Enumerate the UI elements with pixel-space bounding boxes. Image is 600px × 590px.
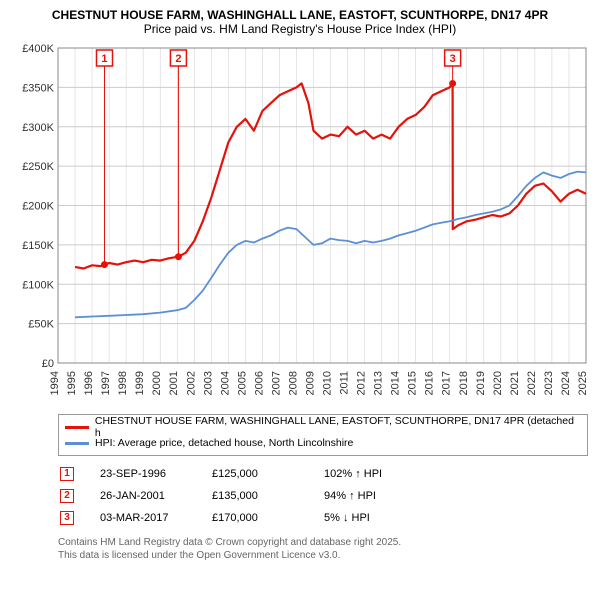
sale-date: 26-JAN-2001	[100, 486, 210, 506]
svg-text:2004: 2004	[219, 371, 231, 395]
svg-text:£250K: £250K	[22, 161, 54, 173]
svg-text:2001: 2001	[168, 371, 180, 395]
legend-label: CHESTNUT HOUSE FARM, WASHINGHALL LANE, E…	[95, 415, 581, 439]
svg-text:2014: 2014	[390, 371, 402, 395]
svg-text:£0: £0	[42, 358, 54, 370]
svg-text:2010: 2010	[322, 371, 334, 395]
svg-text:1: 1	[101, 53, 107, 65]
legend: CHESTNUT HOUSE FARM, WASHINGHALL LANE, E…	[58, 414, 588, 456]
svg-text:2017: 2017	[441, 371, 453, 395]
svg-text:2015: 2015	[407, 371, 419, 395]
sale-marker: 2	[60, 489, 74, 503]
svg-text:£200K: £200K	[22, 201, 54, 213]
sale-row: 1 23-SEP-1996£125,000102% ↑ HPI	[60, 464, 396, 484]
sale-hpi: 5% ↓ HPI	[324, 508, 396, 528]
sale-marker: 3	[60, 511, 74, 525]
svg-text:2020: 2020	[492, 371, 504, 395]
sale-hpi: 102% ↑ HPI	[324, 464, 396, 484]
legend-label: HPI: Average price, detached house, Nort…	[95, 437, 353, 449]
svg-text:2019: 2019	[475, 371, 487, 395]
svg-text:2021: 2021	[509, 371, 521, 395]
svg-text:2000: 2000	[151, 371, 163, 395]
svg-text:2022: 2022	[526, 371, 538, 395]
svg-text:2011: 2011	[339, 371, 351, 395]
sale-price: £170,000	[212, 508, 322, 528]
svg-text:2003: 2003	[202, 371, 214, 395]
svg-text:1997: 1997	[100, 371, 112, 395]
chart-container: CHESTNUT HOUSE FARM, WASHINGHALL LANE, E…	[0, 0, 600, 590]
sale-row: 3 03-MAR-2017£170,0005% ↓ HPI	[60, 508, 396, 528]
svg-text:£400K: £400K	[22, 43, 54, 55]
svg-text:2005: 2005	[236, 371, 248, 395]
svg-text:2009: 2009	[304, 371, 316, 395]
svg-text:2006: 2006	[253, 371, 265, 395]
svg-text:2008: 2008	[287, 371, 299, 395]
svg-text:3: 3	[450, 53, 456, 65]
sale-hpi: 94% ↑ HPI	[324, 486, 396, 506]
svg-text:2025: 2025	[577, 371, 589, 395]
svg-text:2018: 2018	[458, 371, 470, 395]
svg-text:£50K: £50K	[28, 319, 54, 331]
sale-date: 23-SEP-1996	[100, 464, 210, 484]
footer-line2: This data is licensed under the Open Gov…	[58, 549, 590, 562]
svg-text:£350K: £350K	[22, 82, 54, 94]
chart-plot: £0 £50K £100K £150K £200K £250K £300K £350K £400…	[10, 40, 590, 410]
svg-text:1998: 1998	[117, 371, 129, 395]
svg-text:1999: 1999	[134, 371, 146, 395]
svg-text:2023: 2023	[543, 371, 555, 395]
sale-price: £135,000	[212, 486, 322, 506]
svg-text:2007: 2007	[270, 371, 282, 395]
footer-line1: Contains HM Land Registry data © Crown c…	[58, 536, 590, 549]
svg-text:1995: 1995	[66, 371, 78, 395]
sale-price: £125,000	[212, 464, 322, 484]
svg-text:2002: 2002	[185, 371, 197, 395]
svg-text:£150K: £150K	[22, 240, 54, 252]
legend-swatch	[65, 442, 89, 445]
chart-svg: £0 £50K £100K £150K £200K £250K £300K £350K £400…	[10, 40, 590, 410]
svg-text:1996: 1996	[83, 371, 95, 395]
svg-text:£300K: £300K	[22, 122, 54, 134]
legend-swatch	[65, 426, 89, 429]
sales-table: 1 23-SEP-1996£125,000102% ↑ HPI 2 26-JAN-20…	[58, 462, 398, 530]
svg-text:2024: 2024	[560, 371, 572, 395]
svg-text:1994: 1994	[49, 371, 61, 395]
chart-subtitle: Price paid vs. HM Land Registry's House …	[10, 22, 590, 36]
svg-text:£100K: £100K	[22, 279, 54, 291]
footer: Contains HM Land Registry data © Crown c…	[58, 536, 590, 562]
sale-marker: 1	[60, 467, 74, 481]
svg-text:2013: 2013	[373, 371, 385, 395]
sale-row: 2 26-JAN-2001£135,00094% ↑ HPI	[60, 486, 396, 506]
legend-item: CHESTNUT HOUSE FARM, WASHINGHALL LANE, E…	[65, 419, 581, 435]
svg-text:2012: 2012	[356, 371, 368, 395]
svg-text:2: 2	[175, 53, 181, 65]
chart-title: CHESTNUT HOUSE FARM, WASHINGHALL LANE, E…	[10, 8, 590, 22]
svg-text:2016: 2016	[424, 371, 436, 395]
sale-date: 03-MAR-2017	[100, 508, 210, 528]
